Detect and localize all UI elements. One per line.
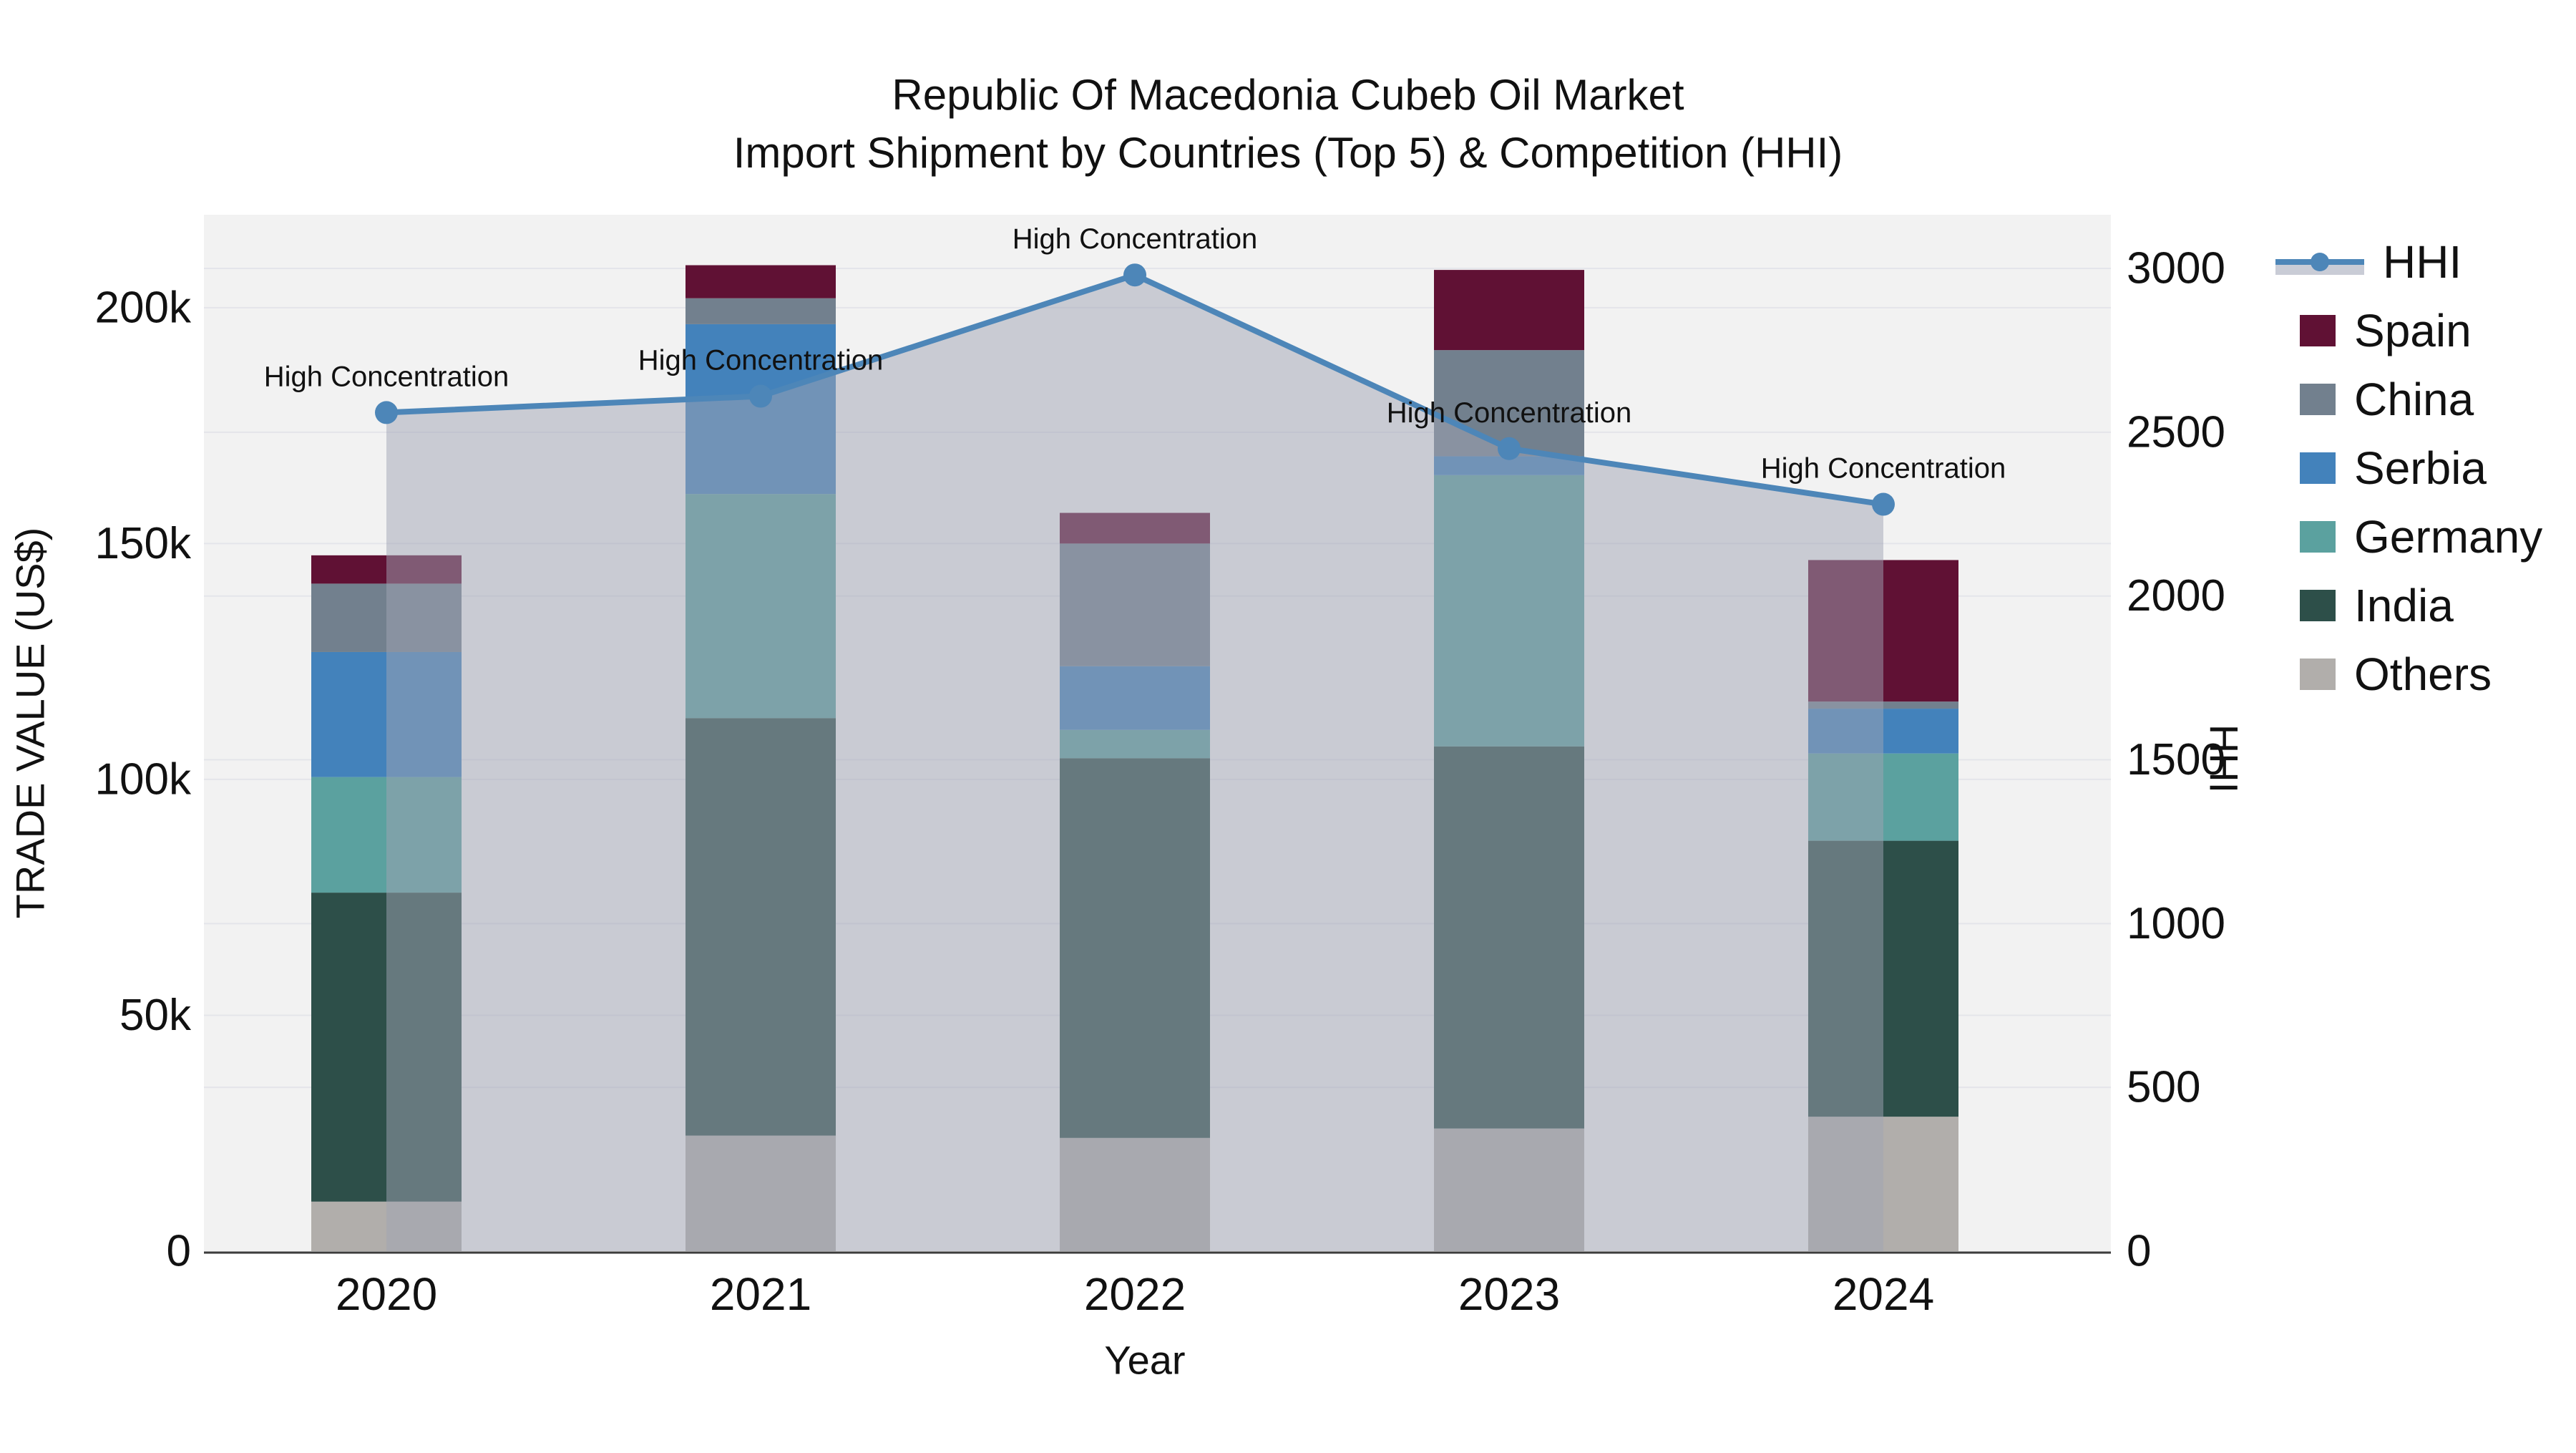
legend-label-spain: Spain (2354, 305, 2472, 356)
y2-tick-label-1000: 1000 (2127, 899, 2225, 948)
legend-swatch-china (2300, 384, 2336, 415)
legend: HHI Spain China Serbia Germany India Others (2275, 228, 2542, 709)
legend-label-serbia: Serbia (2354, 442, 2487, 494)
annotation-2021: High Concentration (638, 345, 883, 376)
hhi-line-sample-icon (2275, 228, 2364, 296)
y1-tick-label-0: 0 (167, 1227, 191, 1276)
y1-tick-label-150k: 150k (95, 519, 192, 568)
hhi-marker-2022[interactable] (1123, 263, 1146, 287)
legend-label-others: Others (2354, 648, 2492, 700)
bar-segment-spain-2021[interactable] (686, 265, 836, 298)
legend-item-serbia[interactable]: Serbia (2275, 434, 2542, 502)
y2-tick-label-0: 0 (2127, 1227, 2151, 1276)
annotation-2022: High Concentration (1013, 223, 1257, 255)
x-tick-label-2022: 2022 (1084, 1268, 1186, 1320)
x-tick-label-2024: 2024 (1833, 1268, 1934, 1320)
y-axis-title-right: HHI (2201, 724, 2247, 794)
hhi-marker-2021[interactable] (749, 384, 772, 408)
legend-swatch-spain (2300, 315, 2336, 346)
legend-swatch-others (2300, 659, 2336, 690)
legend-item-germany[interactable]: Germany (2275, 502, 2542, 571)
annotation-2023: High Concentration (1387, 397, 1631, 429)
legend-label-india: India (2354, 580, 2454, 631)
y2-tick-label-1500: 1500 (2127, 735, 2225, 784)
legend-swatch-germany (2300, 521, 2336, 553)
y1-tick-label-200k: 200k (95, 283, 192, 332)
bar-segment-spain-2023[interactable] (1434, 270, 1584, 351)
y2-tick-label-3000: 3000 (2127, 244, 2225, 293)
x-tick-label-2021: 2021 (710, 1268, 811, 1320)
y1-tick-label-100k: 100k (95, 754, 192, 804)
chart-title: Republic Of Macedonia Cubeb Oil Market I… (0, 66, 2576, 182)
y1-tick-label-50k: 50k (119, 991, 192, 1040)
legend-swatch-serbia (2300, 452, 2336, 484)
legend-item-others[interactable]: Others (2275, 640, 2542, 709)
legend-label-hhi: HHI (2383, 236, 2462, 288)
legend-item-spain[interactable]: Spain (2275, 296, 2542, 365)
hhi-marker-2023[interactable] (1498, 437, 1521, 460)
legend-item-china[interactable]: China (2275, 365, 2542, 434)
legend-item-hhi[interactable]: HHI (2275, 228, 2542, 296)
bar-segment-china-2021[interactable] (686, 298, 836, 324)
y2-tick-label-500: 500 (2127, 1063, 2200, 1112)
hhi-area-fill (386, 275, 1883, 1252)
y2-tick-label-2000: 2000 (2127, 571, 2225, 621)
hhi-marker-2024[interactable] (1872, 492, 1895, 516)
chart-title-line2: Import Shipment by Countries (Top 5) & C… (733, 129, 1843, 177)
x-tick-label-2020: 2020 (336, 1268, 437, 1320)
legend-item-india[interactable]: India (2275, 571, 2542, 640)
x-axis-title: Year (1104, 1337, 1186, 1383)
y-axis-title-left: TRADE VALUE (US$) (7, 527, 53, 919)
chart-title-line1: Republic Of Macedonia Cubeb Oil Market (892, 71, 1684, 119)
legend-label-germany: Germany (2354, 511, 2543, 563)
annotation-2020: High Concentration (264, 361, 509, 392)
legend-label-china: China (2354, 374, 2474, 425)
x-tick-label-2023: 2023 (1458, 1268, 1560, 1320)
y2-tick-label-2500: 2500 (2127, 407, 2225, 457)
hhi-marker-2020[interactable] (375, 401, 398, 424)
annotation-2024: High Concentration (1761, 453, 2006, 485)
legend-swatch-india (2300, 590, 2336, 621)
